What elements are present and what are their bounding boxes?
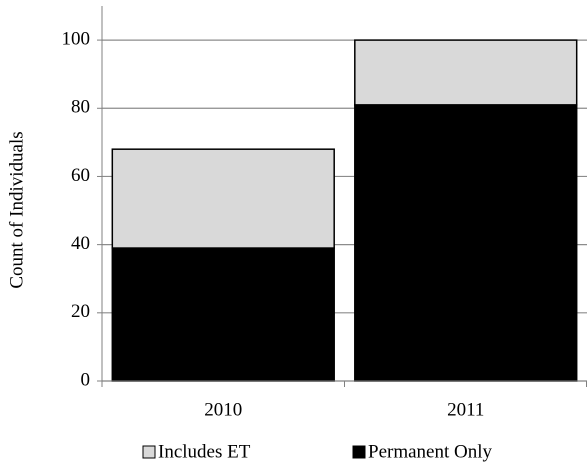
bar-segment <box>111 148 335 249</box>
y-tick-label: 80 <box>71 97 90 118</box>
bar-segment <box>111 247 335 382</box>
legend-label: Includes ET <box>158 441 251 462</box>
y-axis-label: Count of Individuals <box>6 131 27 288</box>
legend-swatch <box>352 445 366 459</box>
bar-segment <box>354 39 578 106</box>
y-tick-label: 0 <box>81 369 91 390</box>
x-tick-label: 2011 <box>447 399 484 420</box>
legend-swatch <box>142 445 156 459</box>
y-tick-label: 100 <box>62 28 91 49</box>
y-tick-label: 40 <box>71 233 90 254</box>
x-tick-label: 2010 <box>204 399 242 420</box>
y-tick-label: 20 <box>71 301 90 322</box>
bar-segment <box>354 104 578 382</box>
y-tick-label: 60 <box>71 165 90 186</box>
legend-label: Permanent Only <box>368 441 493 462</box>
